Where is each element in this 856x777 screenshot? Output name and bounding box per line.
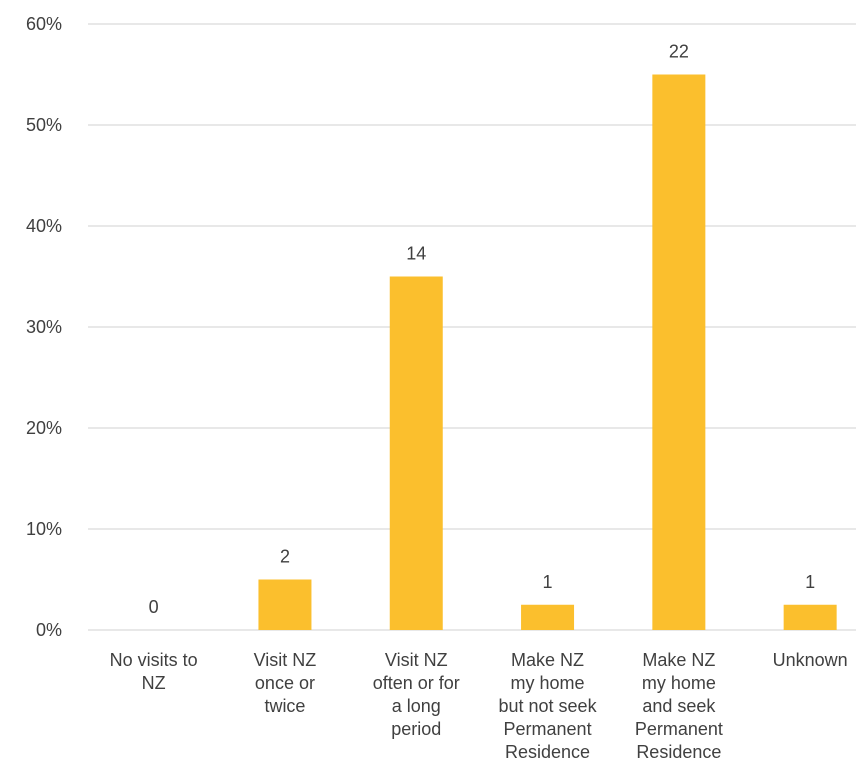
x-tick-label: but not seek xyxy=(499,696,598,716)
bar xyxy=(390,277,443,631)
y-tick-label: 40% xyxy=(26,216,62,236)
data-label: 14 xyxy=(406,244,426,264)
bar xyxy=(258,580,311,631)
x-tick-label: and seek xyxy=(642,696,716,716)
bars xyxy=(258,75,836,631)
x-tick-label: Permanent xyxy=(504,719,592,739)
data-label: 1 xyxy=(543,572,553,592)
y-tick-label: 10% xyxy=(26,519,62,539)
x-axis-category-labels: No visits to NZ Visit NZ once or twice Visit … xyxy=(110,650,848,762)
data-label: 0 xyxy=(149,597,159,617)
data-labels: 0 2 14 1 22 1 xyxy=(149,42,816,618)
data-label: 2 xyxy=(280,547,290,567)
y-tick-label: 30% xyxy=(26,317,62,337)
x-tick-label: a long xyxy=(392,696,441,716)
x-tick-label: Make NZ xyxy=(642,650,715,670)
y-tick-label: 60% xyxy=(26,14,62,34)
x-tick-label: No visits to xyxy=(110,650,198,670)
x-tick-label: Permanent xyxy=(635,719,723,739)
bar xyxy=(652,75,705,631)
x-tick-label: Visit NZ xyxy=(385,650,448,670)
x-tick-label: often or for xyxy=(373,673,460,693)
bar xyxy=(521,605,574,630)
x-tick-label: my home xyxy=(642,673,716,693)
x-tick-label: Residence xyxy=(505,742,590,762)
y-tick-label: 50% xyxy=(26,115,62,135)
x-tick-label: Unknown xyxy=(773,650,848,670)
x-tick-label: NZ xyxy=(142,673,166,693)
y-tick-label: 20% xyxy=(26,418,62,438)
bar xyxy=(784,605,837,630)
x-tick-label: period xyxy=(391,719,441,739)
x-tick-label: my home xyxy=(511,673,585,693)
data-label: 1 xyxy=(805,572,815,592)
gridlines xyxy=(88,24,856,630)
x-tick-label: Make NZ xyxy=(511,650,584,670)
y-tick-label: 0% xyxy=(36,620,62,640)
y-axis-tick-labels: 0% 10% 20% 30% 40% 50% 60% xyxy=(26,14,62,640)
x-tick-label: Visit NZ xyxy=(254,650,317,670)
data-label: 22 xyxy=(669,42,689,62)
x-tick-label: twice xyxy=(264,696,305,716)
x-tick-label: once or xyxy=(255,673,315,693)
x-tick-label: Residence xyxy=(636,742,721,762)
